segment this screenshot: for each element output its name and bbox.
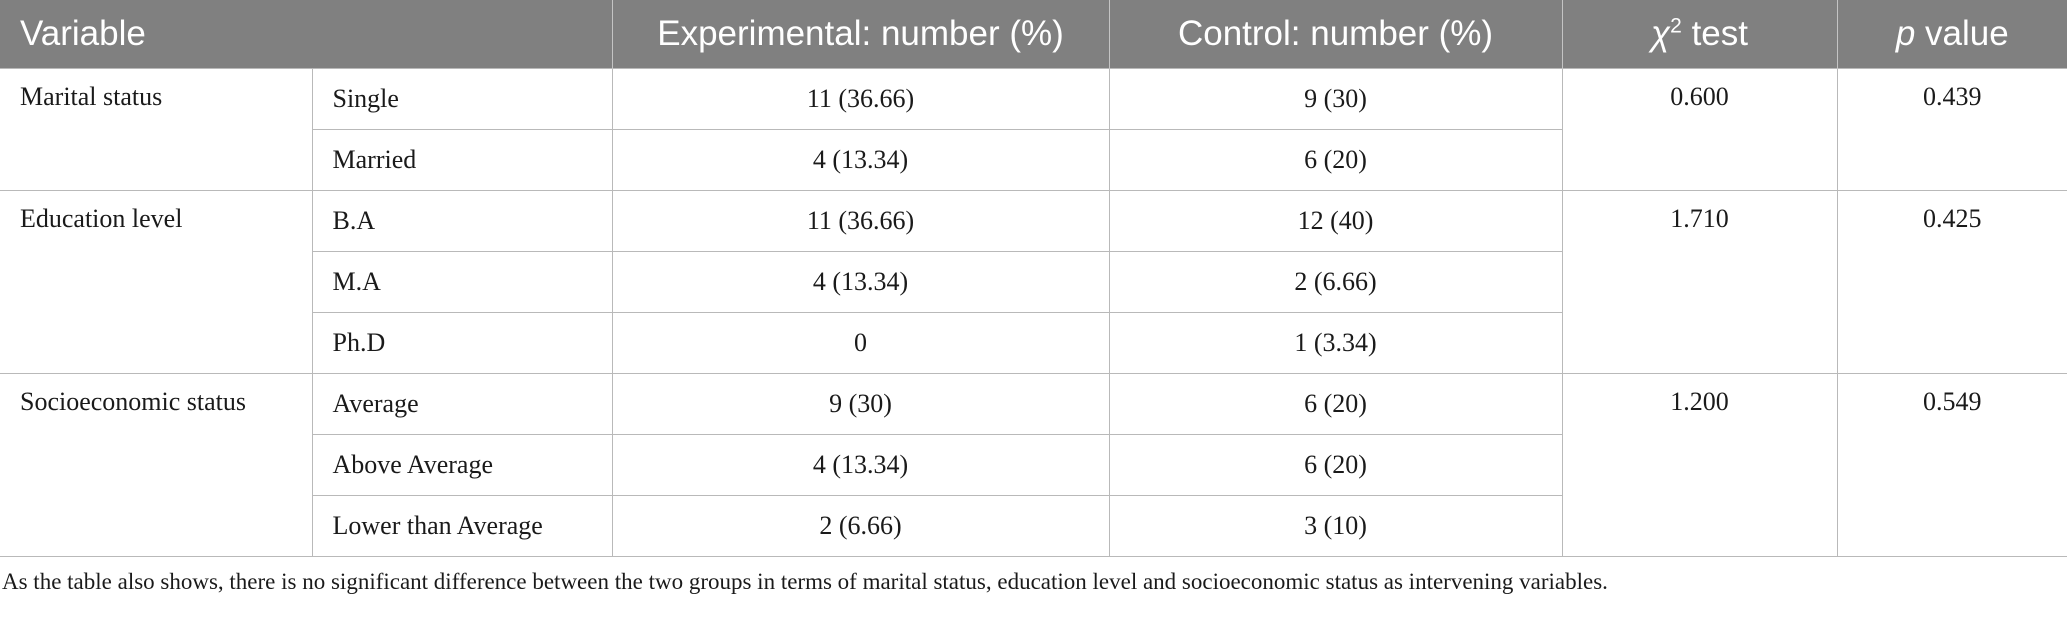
- table-row: Above Average 4 (13.34) 6 (20): [0, 433, 2067, 496]
- table-row: Education level B.A 11 (36.66) 12 (40) 1…: [0, 189, 2067, 374]
- control-cell: 3 (10): [1108, 494, 1563, 557]
- experimental-cell: 4 (13.34): [611, 250, 1110, 313]
- p-symbol: p: [1895, 13, 1916, 53]
- category-cell: Married: [312, 128, 613, 191]
- experimental-cell: 0: [611, 311, 1110, 374]
- control-cell: 6 (20): [1108, 433, 1563, 496]
- p-value-cell: 0.549: [1836, 372, 2067, 557]
- experimental-cell: 4 (13.34): [611, 433, 1110, 496]
- chi-suffix: test: [1681, 13, 1748, 53]
- control-cell: 2 (6.66): [1108, 250, 1563, 313]
- header-experimental: Experimental: number (%): [612, 0, 1110, 68]
- experimental-cell: 9 (30): [611, 372, 1110, 435]
- header-chi-square: χ2 test: [1562, 0, 1838, 68]
- table-row: Lower than Average 2 (6.66) 3 (10): [0, 494, 2067, 557]
- category-cell: B.A: [311, 189, 613, 252]
- experimental-cell: 11 (36.66): [611, 67, 1110, 130]
- table-row: M.A 4 (13.34) 2 (6.66): [0, 250, 2067, 313]
- experimental-cell: 4 (13.34): [611, 128, 1110, 191]
- chi-square-cell: 1.710: [1561, 189, 1838, 374]
- category-cell: Lower than Average: [312, 494, 613, 557]
- experimental-cell: 2 (6.66): [611, 494, 1110, 557]
- control-cell: 12 (40): [1108, 189, 1563, 252]
- p-value-cell: 0.439: [1836, 67, 2067, 191]
- category-cell: Average: [311, 372, 613, 435]
- table-row: Socioeconomic status Average 9 (30) 6 (2…: [0, 372, 2067, 557]
- variable-cell: Education level: [0, 189, 313, 374]
- category-cell: Single: [311, 67, 613, 130]
- p-value-cell: 0.425: [1836, 189, 2067, 374]
- chi-symbol: χ: [1651, 13, 1671, 53]
- table-figure: Variable Experimental: number (%) Contro…: [0, 0, 2067, 594]
- table-row: Married 4 (13.34) 6 (20): [0, 128, 2067, 191]
- control-cell: 6 (20): [1108, 372, 1563, 435]
- header-variable: Variable: [0, 0, 613, 68]
- chi-square-cell: 0.600: [1561, 67, 1838, 191]
- table-header: Variable Experimental: number (%) Contro…: [0, 0, 2067, 68]
- category-cell: M.A: [312, 250, 613, 313]
- category-cell: Ph.D: [312, 311, 613, 374]
- control-cell: 9 (30): [1108, 67, 1563, 130]
- control-cell: 6 (20): [1108, 128, 1563, 191]
- control-cell: 1 (3.34): [1108, 311, 1563, 374]
- chi-superscript: 2: [1670, 14, 1682, 38]
- header-p-value: p value: [1837, 0, 2067, 68]
- table-footnote: As the table also shows, there is no sig…: [2, 568, 1608, 594]
- experimental-cell: 11 (36.66): [611, 189, 1110, 252]
- header-control: Control: number (%): [1109, 0, 1563, 68]
- table-body: Marital status Single 11 (36.66) 9 (30) …: [0, 67, 2067, 557]
- chi-square-cell: 1.200: [1561, 372, 1838, 557]
- variable-cell: Socioeconomic status: [0, 372, 313, 557]
- demographics-table: Variable Experimental: number (%) Contro…: [0, 0, 2067, 557]
- p-suffix: value: [1915, 13, 2009, 53]
- table-row: Marital status Single 11 (36.66) 9 (30) …: [0, 67, 2067, 191]
- category-cell: Above Average: [312, 433, 613, 496]
- header-row: Variable Experimental: number (%) Contro…: [0, 0, 2067, 68]
- variable-cell: Marital status: [0, 67, 313, 191]
